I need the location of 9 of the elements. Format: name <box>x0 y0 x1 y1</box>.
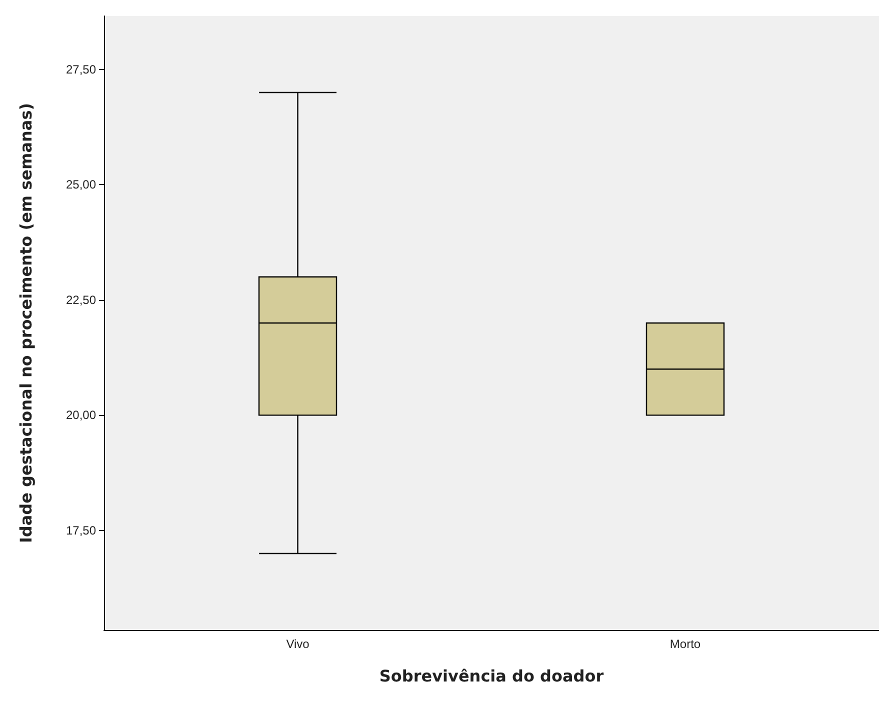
y-tick-label: 22,50 <box>66 292 96 307</box>
y-tick-label: 20,00 <box>66 408 96 422</box>
x-axis-title: Sobrevivência do doador <box>379 666 604 686</box>
y-tick-label: 27,50 <box>66 62 96 76</box>
y-tick-label: 25,00 <box>66 178 96 192</box>
y-axis-title: Idade gestacional no proceimento (em semanas) <box>16 102 36 544</box>
y-tick-label: 17,50 <box>66 523 96 538</box>
x-tick-label: Vivo <box>286 637 310 651</box>
x-tick-label: Morto <box>670 637 701 651</box>
